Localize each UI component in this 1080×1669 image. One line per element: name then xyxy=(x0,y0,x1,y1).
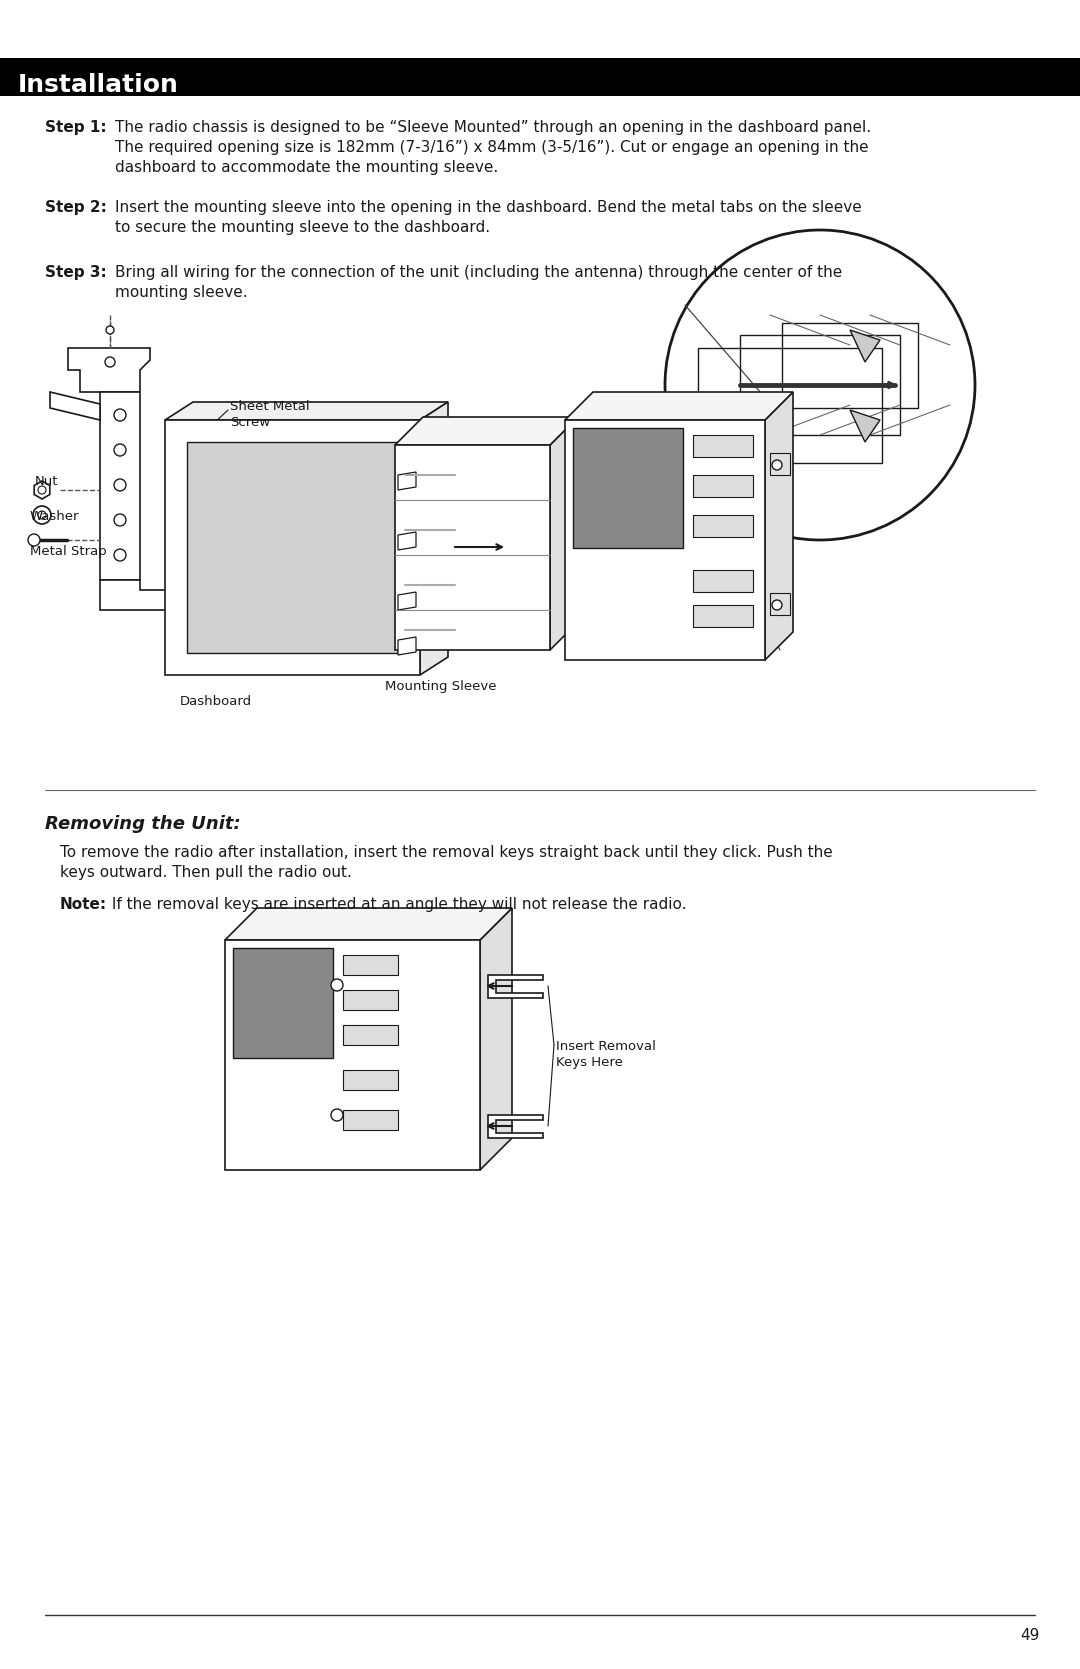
Text: Metal Strap: Metal Strap xyxy=(30,546,107,557)
Circle shape xyxy=(38,511,46,519)
Polygon shape xyxy=(565,421,765,659)
Circle shape xyxy=(106,325,114,334)
Text: Dashboard: Dashboard xyxy=(180,694,252,708)
Polygon shape xyxy=(399,592,416,609)
Circle shape xyxy=(330,980,343,991)
Polygon shape xyxy=(399,532,416,551)
Bar xyxy=(343,1070,399,1090)
Polygon shape xyxy=(225,940,480,1170)
Text: Removing the Unit:: Removing the Unit: xyxy=(45,814,241,833)
Polygon shape xyxy=(395,446,550,649)
Bar xyxy=(693,516,753,537)
Circle shape xyxy=(772,461,782,471)
Circle shape xyxy=(33,506,51,524)
Circle shape xyxy=(772,599,782,609)
Circle shape xyxy=(38,486,46,494)
Bar xyxy=(693,436,753,457)
Text: Keys Here: Keys Here xyxy=(556,1056,623,1070)
Bar xyxy=(0,58,1080,97)
Text: Step 1:: Step 1: xyxy=(45,120,107,135)
Polygon shape xyxy=(100,581,170,609)
Bar xyxy=(233,948,333,1058)
Bar xyxy=(693,571,753,592)
Bar xyxy=(693,476,753,497)
Circle shape xyxy=(114,444,126,456)
Polygon shape xyxy=(399,638,416,654)
Text: Mounting Sleeve: Mounting Sleeve xyxy=(384,679,497,693)
Polygon shape xyxy=(225,908,512,940)
Polygon shape xyxy=(399,472,416,491)
Text: 49: 49 xyxy=(1021,1627,1040,1642)
Circle shape xyxy=(28,534,40,546)
Polygon shape xyxy=(480,908,512,1170)
Circle shape xyxy=(114,409,126,421)
Bar xyxy=(343,955,399,975)
Polygon shape xyxy=(35,481,50,499)
Text: The radio chassis is designed to be “Sleeve Mounted” through an opening in the d: The radio chassis is designed to be “Sle… xyxy=(114,120,872,135)
Polygon shape xyxy=(565,392,793,421)
Text: Insert Removal: Insert Removal xyxy=(556,1040,656,1053)
Text: If the removal keys are inserted at an angle they will not release the radio.: If the removal keys are inserted at an a… xyxy=(107,896,687,911)
Text: Installation: Installation xyxy=(18,73,179,97)
Text: Washer: Washer xyxy=(30,511,80,522)
Bar xyxy=(343,1110,399,1130)
Polygon shape xyxy=(395,417,578,446)
Bar xyxy=(187,442,399,653)
Text: To remove the radio after installation, insert the removal keys straight back un: To remove the radio after installation, … xyxy=(60,845,833,860)
Text: mounting sleeve.: mounting sleeve. xyxy=(114,285,247,300)
Text: Insert the mounting sleeve into the opening in the dashboard. Bend the metal tab: Insert the mounting sleeve into the open… xyxy=(114,200,862,215)
Polygon shape xyxy=(100,392,140,581)
Polygon shape xyxy=(850,330,880,362)
Polygon shape xyxy=(550,417,578,649)
Polygon shape xyxy=(488,975,543,998)
Bar xyxy=(343,990,399,1010)
Polygon shape xyxy=(850,411,880,442)
Bar xyxy=(343,1025,399,1045)
Text: Nut: Nut xyxy=(35,476,58,487)
Circle shape xyxy=(114,514,126,526)
Circle shape xyxy=(105,357,114,367)
Polygon shape xyxy=(50,392,100,421)
Polygon shape xyxy=(488,1115,543,1138)
Circle shape xyxy=(114,549,126,561)
Text: The required opening size is 182mm (7-3/16”) x 84mm (3-5/16”). Cut or engage an : The required opening size is 182mm (7-3/… xyxy=(114,140,868,155)
Circle shape xyxy=(330,1108,343,1122)
Text: keys outward. Then pull the radio out.: keys outward. Then pull the radio out. xyxy=(60,865,352,880)
Polygon shape xyxy=(165,402,448,421)
Text: Bring all wiring for the connection of the unit (including the antenna) through : Bring all wiring for the connection of t… xyxy=(114,265,842,280)
Text: Step 2:: Step 2: xyxy=(45,200,107,215)
Polygon shape xyxy=(765,392,793,659)
Polygon shape xyxy=(68,349,150,392)
Bar xyxy=(573,427,683,547)
Text: dashboard to accommodate the mounting sleeve.: dashboard to accommodate the mounting sl… xyxy=(114,160,498,175)
Text: Note:: Note: xyxy=(60,896,107,911)
Text: Sheet Metal: Sheet Metal xyxy=(230,401,310,412)
Circle shape xyxy=(665,230,975,541)
Text: to secure the mounting sleeve to the dashboard.: to secure the mounting sleeve to the das… xyxy=(114,220,490,235)
Text: Screw: Screw xyxy=(230,416,270,429)
Circle shape xyxy=(114,479,126,491)
Text: Step 3:: Step 3: xyxy=(45,265,107,280)
Polygon shape xyxy=(420,402,448,674)
Bar xyxy=(693,604,753,628)
Polygon shape xyxy=(165,421,420,674)
